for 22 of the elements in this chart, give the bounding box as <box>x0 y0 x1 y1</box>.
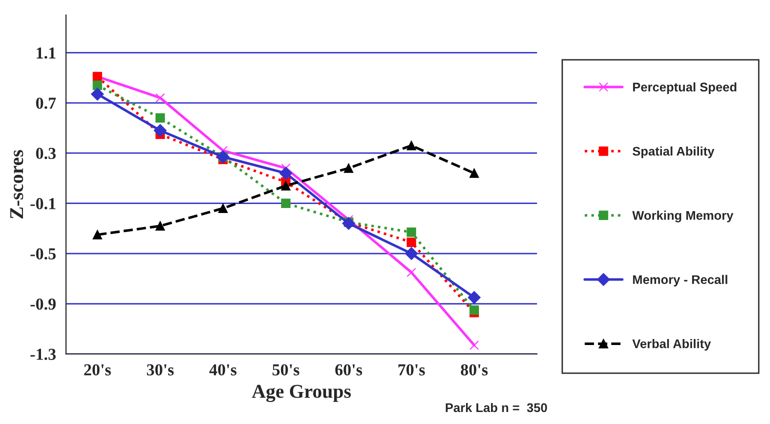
x-tick-label: 30's <box>146 364 174 376</box>
legend-label: Working Memory <box>632 210 734 222</box>
x-tick-label: 50's <box>272 364 300 376</box>
text: Park Lab n = 350 <box>446 402 547 412</box>
y-tick-label: 0.3 <box>36 148 56 160</box>
legend-label: Memory - Recall <box>633 274 728 287</box>
y-tick-label: -1.3 <box>30 348 56 360</box>
x-axis-title: Age Groups <box>252 384 351 402</box>
legend-label: Verbal Ability <box>632 339 711 351</box>
x-tick-label: 60's <box>335 364 362 376</box>
x-tick-label: 80's <box>460 364 488 376</box>
x-tick-label: 70's <box>398 364 425 376</box>
y-tick-label: 1.1 <box>36 47 56 59</box>
x-tick-label: 40's <box>209 364 236 376</box>
legend-label: Spatial Ability <box>632 146 714 158</box>
y-tick-label: 0.7 <box>36 98 56 109</box>
legend-label: Perceptual Speed <box>633 82 736 94</box>
y-axis-title: Z-scores <box>10 150 24 218</box>
x-tick-label: 20's <box>84 364 111 376</box>
y-tick-label: -0.9 <box>30 298 56 310</box>
y-tick-label: -0.1 <box>30 198 56 210</box>
y-tick-label: -0.5 <box>30 248 56 260</box>
